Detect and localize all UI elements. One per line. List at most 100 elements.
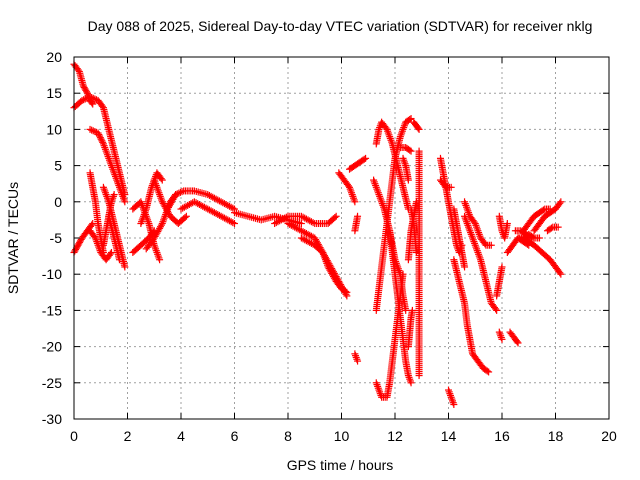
y-tick-label: 15 bbox=[46, 85, 62, 101]
x-tick-label: 4 bbox=[177, 428, 185, 444]
x-tick-label: 2 bbox=[124, 428, 132, 444]
data-point bbox=[360, 155, 368, 163]
data-point bbox=[98, 102, 106, 110]
data-point bbox=[535, 234, 543, 242]
y-tick-label: -15 bbox=[42, 302, 62, 318]
data-point bbox=[342, 290, 350, 298]
data-point bbox=[97, 135, 105, 143]
data-point bbox=[83, 94, 91, 102]
data-point bbox=[91, 128, 99, 136]
data-point bbox=[229, 219, 237, 227]
data-point bbox=[95, 131, 103, 139]
axis-ticks bbox=[73, 56, 610, 420]
data-point bbox=[557, 270, 565, 278]
data-point bbox=[554, 223, 562, 231]
data-point bbox=[121, 198, 129, 206]
data-point bbox=[461, 263, 469, 271]
data-point bbox=[158, 176, 166, 184]
data-point bbox=[408, 306, 416, 314]
data-point bbox=[282, 213, 290, 221]
data-point bbox=[106, 250, 114, 258]
data-marks bbox=[70, 60, 565, 409]
data-point bbox=[514, 339, 522, 347]
data-point bbox=[86, 125, 94, 133]
data-point bbox=[407, 379, 415, 387]
y-tick-label: 5 bbox=[54, 158, 62, 174]
x-tick-label: 20 bbox=[601, 428, 617, 444]
data-point bbox=[450, 401, 458, 409]
x-tick-label: 12 bbox=[387, 428, 403, 444]
data-point bbox=[89, 127, 97, 135]
data-point bbox=[178, 188, 186, 196]
data-point bbox=[557, 198, 565, 206]
data-point bbox=[115, 256, 123, 264]
data-point bbox=[343, 292, 351, 300]
data-point bbox=[176, 188, 184, 196]
data-point bbox=[172, 191, 180, 199]
data-point bbox=[331, 213, 339, 221]
data-point bbox=[81, 95, 89, 103]
data-point bbox=[89, 94, 97, 102]
data-point bbox=[354, 212, 362, 220]
y-tick-label: -10 bbox=[42, 266, 62, 282]
x-tick-label: 8 bbox=[284, 428, 292, 444]
x-tick-label: 16 bbox=[494, 428, 510, 444]
data-point bbox=[121, 263, 129, 271]
data-point bbox=[556, 199, 564, 207]
data-point bbox=[96, 132, 104, 140]
data-point bbox=[492, 305, 500, 313]
x-axis-label: GPS time / hours bbox=[287, 457, 394, 473]
data-point bbox=[182, 212, 190, 220]
data-point bbox=[487, 241, 495, 249]
y-tick-label: 0 bbox=[54, 194, 62, 210]
y-tick-label: -20 bbox=[42, 339, 62, 355]
data-point bbox=[78, 96, 86, 104]
y-tick-labels: -30 -25 -20 -15 -10 -5 0 5 10 15 20 bbox=[42, 49, 62, 427]
data-point bbox=[485, 368, 493, 376]
data-point bbox=[86, 93, 94, 101]
x-tick-label: 18 bbox=[548, 428, 564, 444]
data-point bbox=[402, 306, 410, 314]
data-point bbox=[362, 154, 370, 162]
data-point bbox=[83, 88, 91, 96]
data-point bbox=[483, 367, 491, 375]
data-point bbox=[525, 241, 533, 249]
data-point bbox=[173, 190, 181, 198]
data-point bbox=[523, 240, 531, 248]
data-point bbox=[96, 134, 104, 142]
x-tick-label: 14 bbox=[441, 428, 457, 444]
data-point bbox=[406, 146, 414, 154]
data-point bbox=[414, 124, 422, 132]
data-point bbox=[88, 94, 96, 102]
x-tick-labels: 0 2 4 6 8 10 12 14 16 18 20 bbox=[70, 428, 617, 444]
y-tick-label: 10 bbox=[46, 121, 62, 137]
data-point bbox=[91, 95, 99, 103]
y-tick-label: -5 bbox=[50, 230, 63, 246]
data-point bbox=[297, 220, 305, 228]
data-point bbox=[447, 183, 455, 191]
data-point bbox=[415, 372, 423, 380]
data-point bbox=[539, 206, 547, 214]
data-point bbox=[157, 175, 165, 183]
data-point bbox=[407, 147, 415, 155]
data-point bbox=[99, 138, 107, 146]
x-tick-label: 10 bbox=[334, 428, 350, 444]
data-point bbox=[98, 137, 106, 145]
data-point bbox=[229, 204, 237, 212]
data-point bbox=[406, 115, 414, 123]
data-point bbox=[88, 221, 96, 229]
data-point bbox=[157, 221, 165, 229]
data-point bbox=[80, 96, 88, 104]
y-axis-label: SDTVAR / TECUs bbox=[5, 182, 21, 294]
data-point bbox=[407, 115, 415, 123]
data-point bbox=[110, 191, 118, 199]
data-point bbox=[175, 189, 183, 197]
data-point bbox=[74, 66, 82, 74]
y-tick-label: -30 bbox=[42, 411, 62, 427]
data-point bbox=[493, 306, 501, 314]
y-tick-label: 20 bbox=[46, 49, 62, 65]
data-point bbox=[404, 176, 412, 184]
data-point bbox=[107, 248, 115, 256]
data-point bbox=[547, 224, 555, 232]
